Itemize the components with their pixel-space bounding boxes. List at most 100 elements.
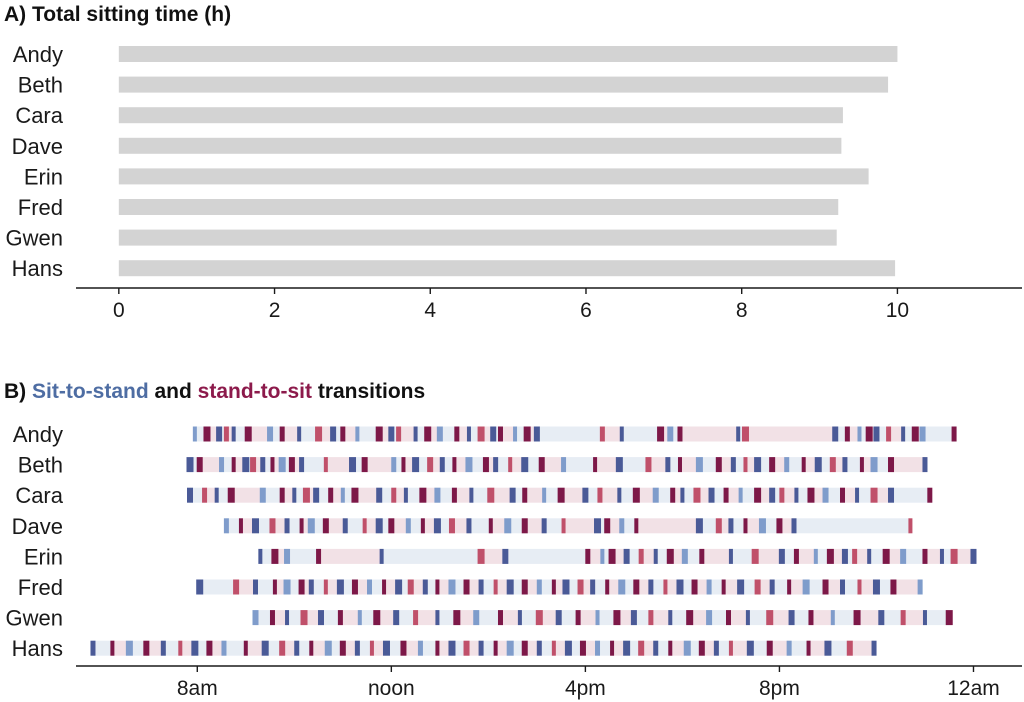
sit-to-stand-mark [564,640,572,656]
sitting-period [924,548,942,564]
sitting-period [240,518,256,534]
stand-to-sit-mark [922,548,928,564]
sitting-period [354,487,380,503]
sitting-period [810,487,826,503]
stand-to-sit-mark [482,457,489,473]
stand-to-sit-mark [391,487,397,503]
stand-to-sit-mark [178,640,183,656]
standing-period [190,457,200,473]
stand-to-sit-mark [223,426,229,442]
sitting-period [718,457,734,473]
standing-period [772,487,782,503]
sitting-period [561,487,586,503]
sitting-period [282,426,300,442]
stand-to-sit-mark [721,579,726,595]
standing-period [333,426,343,442]
sit-to-stand-mark [308,579,314,595]
standing-period [265,640,283,656]
bar-label-cara: Cara [15,103,63,128]
sitting-period [745,426,836,442]
standing-period [519,610,540,626]
sitting-period [282,640,297,656]
timeline-label-dave: Dave [12,514,63,539]
stand-to-sit-mark [522,487,528,503]
sitting-period [398,426,416,442]
stand-to-sit-mark [561,518,566,534]
sitting-period [510,457,525,473]
standing-period [199,579,237,595]
sit-to-stand-mark [439,457,445,473]
sit-to-stand-mark [555,610,562,626]
standing-period [621,579,637,595]
stand-to-sit-mark [691,579,698,595]
standing-period [922,426,955,442]
sit-to-stand-mark [434,487,441,503]
sitting-period [728,610,748,626]
stand-to-sit-mark [950,548,958,564]
sit-to-stand-mark [216,426,223,442]
sitting-period [342,426,358,442]
timeline-label-erin: Erin [24,544,63,569]
standing-period [592,579,608,595]
standing-period [781,548,797,564]
sitting-period [481,548,506,564]
sitting-period [796,548,816,564]
sit-to-stand-mark [919,426,926,442]
sitting-period [466,640,482,656]
sitting-period [524,518,545,534]
sitting-period [354,579,370,595]
stand-to-sit-mark [328,487,334,503]
sit-to-stand-mark [857,426,862,442]
standing-period [311,518,326,534]
stand-to-sit-mark [279,487,285,503]
sit-to-stand-mark [562,579,570,595]
stand-to-sit-mark [638,640,645,656]
sit-to-stand-mark [730,457,736,473]
bar-hans [118,260,896,277]
stand-to-sit-mark [579,640,586,656]
sit-to-stand-mark [754,457,762,473]
stand-to-sit-mark [407,579,414,595]
bar-beth [118,76,889,93]
sitting-period [636,487,656,503]
standing-period [869,548,887,564]
standing-period [772,579,790,595]
stand-to-sit-mark [806,640,811,656]
sitting-period [291,457,302,473]
sitting-period [587,548,603,564]
sitting-period [410,579,426,595]
standing-period [842,579,860,595]
stand-to-sit-mark [487,487,495,503]
stand-to-sit-mark [288,457,295,473]
sitting-period [825,579,843,595]
sit-to-stand-mark [478,640,484,656]
stand-to-sit-mark [551,579,556,595]
sit-to-stand-mark [242,457,250,473]
stand-to-sit-mark [657,426,665,442]
sit-to-stand-mark [506,640,514,656]
standing-period [832,610,858,626]
sitting-period [636,579,651,595]
stand-to-sit-mark [463,579,470,595]
sit-to-stand-mark [517,610,522,626]
standing-period [891,487,930,503]
sit-to-stand-mark [465,457,473,473]
stand-to-sit-mark [604,518,611,534]
sit-to-stand-mark [630,610,637,626]
sitting-period [679,426,739,442]
sitting-period [306,487,317,503]
panel-a-tick-label: 0 [113,299,125,322]
sit-to-stand-mark [873,426,880,442]
sitting-period [612,640,627,656]
sit-to-stand-mark [871,640,877,656]
sitting-period [670,640,688,656]
sit-to-stand-mark [867,548,872,564]
sit-to-stand-mark [219,457,225,473]
stand-to-sit-mark [203,426,211,442]
sit-to-stand-mark [788,610,795,626]
sitting-period [689,610,710,626]
standing-period [437,487,455,503]
panel-b-title-part: and [149,380,198,403]
standing-period [255,518,273,534]
stand-to-sit-mark [435,579,440,595]
